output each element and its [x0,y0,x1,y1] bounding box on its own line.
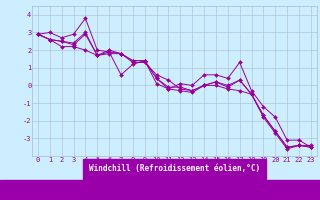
X-axis label: Windchill (Refroidissement éolien,°C): Windchill (Refroidissement éolien,°C) [89,164,260,173]
